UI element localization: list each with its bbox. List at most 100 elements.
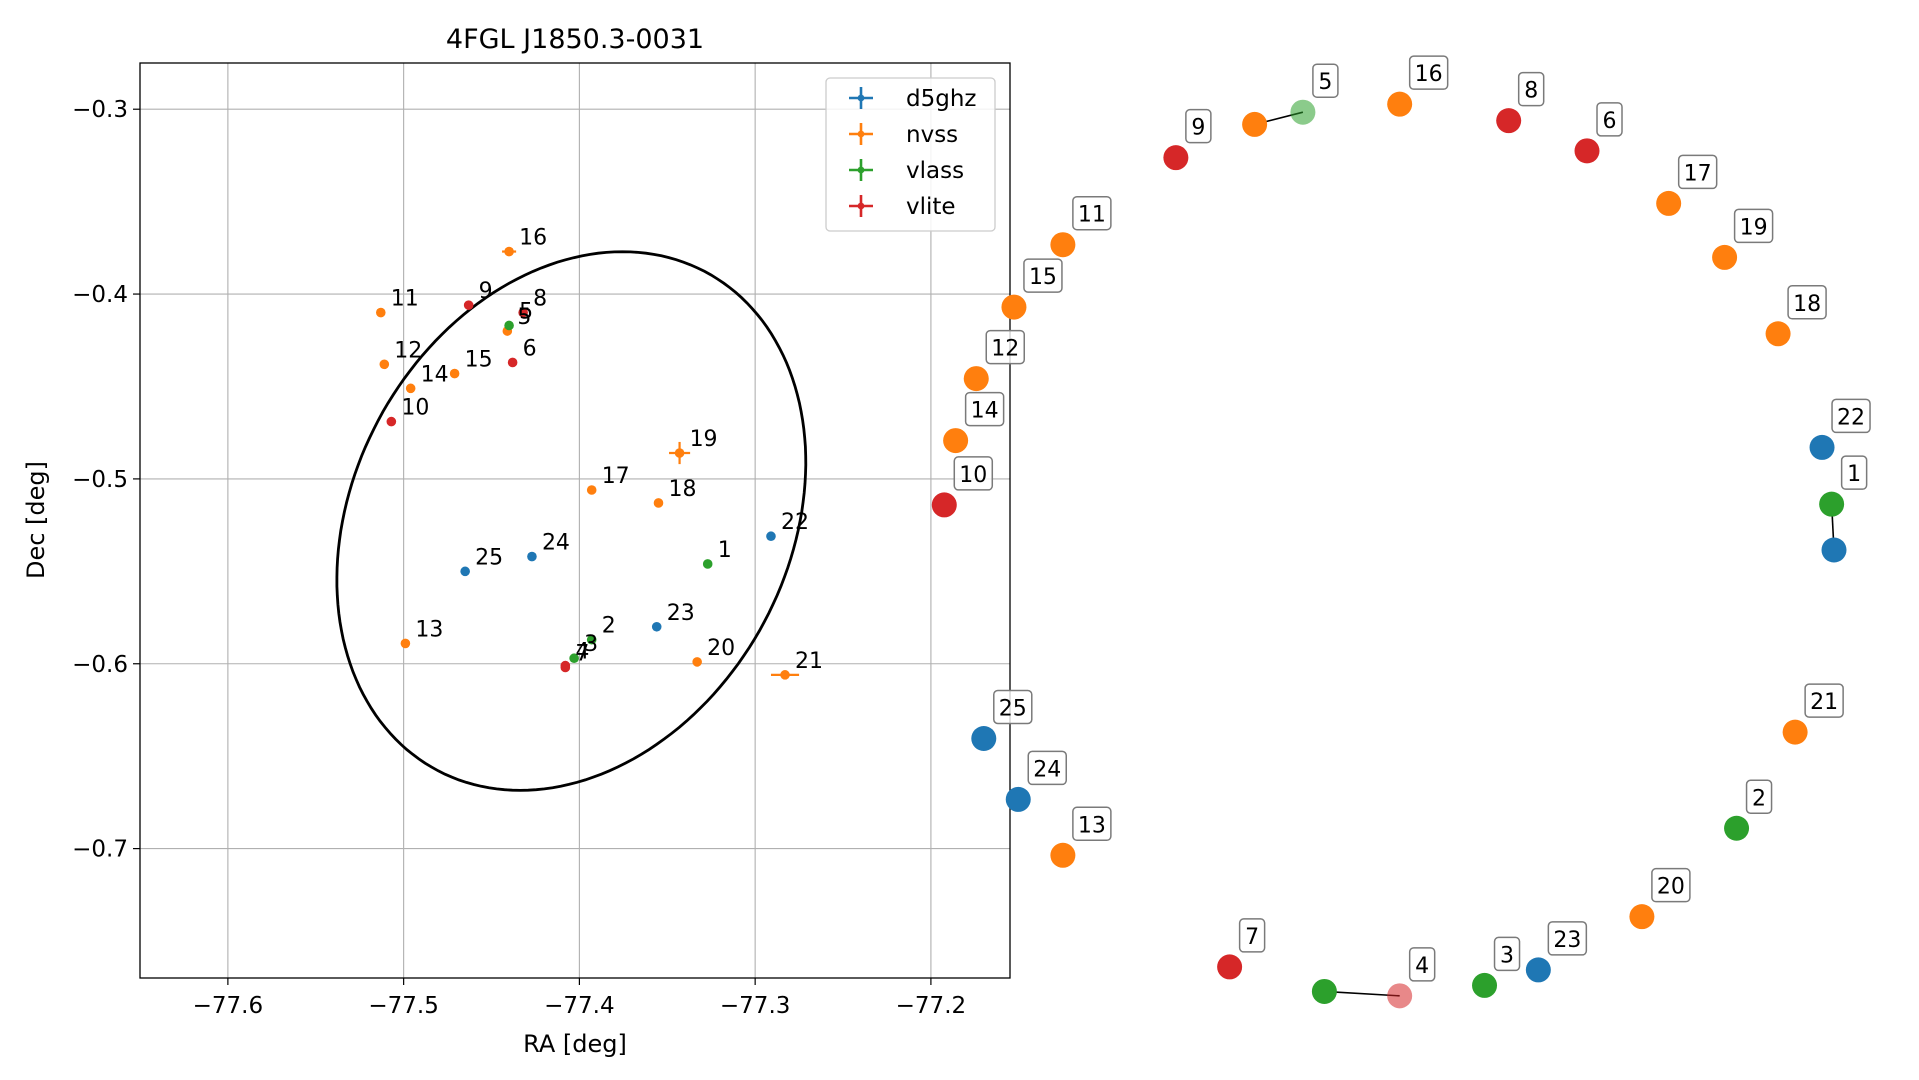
- node-label: 12: [991, 337, 1019, 362]
- legend-label-nvss: nvss: [906, 122, 958, 148]
- node-d5ghz: [971, 725, 997, 751]
- node-label-box: [1072, 806, 1112, 842]
- node-nvss: [1387, 91, 1413, 117]
- data-points-layer: [375, 246, 800, 680]
- node-label: 3: [1500, 943, 1514, 968]
- node-label-box: [1493, 936, 1521, 972]
- data-point-d5ghz: [766, 531, 776, 542]
- scatter-panel: 2223242551112131415161718192021123546789…: [22, 24, 1011, 1058]
- node-label-box: [1547, 921, 1588, 956]
- node-label-box: [1733, 208, 1774, 244]
- point-label: 2: [602, 614, 616, 639]
- node-label-box: [1787, 285, 1827, 320]
- node-label: 14: [971, 399, 999, 424]
- data-point-nvss: [692, 657, 702, 667]
- data-point-nvss: [504, 246, 514, 257]
- x-tick-label: −77.3: [720, 993, 790, 1019]
- data-point-vlite: [518, 307, 528, 318]
- node-label-box: [1651, 867, 1691, 903]
- node-label-box: [953, 456, 994, 491]
- node-vlite: [1163, 145, 1189, 171]
- node-label: 25: [999, 696, 1027, 721]
- point-label: 18: [668, 477, 696, 502]
- node-label: 24: [1033, 757, 1061, 782]
- data-point-d5ghz: [460, 566, 470, 577]
- point-label: 19: [690, 427, 718, 452]
- node-label: 22: [1837, 405, 1865, 430]
- point-label: 25: [475, 545, 503, 570]
- x-axis-label: RA [deg]: [523, 1030, 627, 1058]
- point-label: 6: [523, 336, 537, 361]
- point-label: 22: [781, 510, 809, 535]
- node-label-box: [1238, 918, 1266, 953]
- legend-label-vlass: vlass: [906, 158, 964, 184]
- point-label: 24: [542, 531, 570, 556]
- node-vlite: [931, 492, 957, 518]
- point-label: 16: [519, 226, 547, 251]
- node-label-box: [1745, 779, 1773, 815]
- node-label-box: [1072, 195, 1112, 231]
- node-nvss: [1001, 294, 1027, 320]
- node-label-box: [1185, 108, 1212, 144]
- node-nvss: [1765, 321, 1791, 347]
- node-nvss: [1629, 904, 1655, 930]
- y-tick-label: −0.3: [72, 97, 128, 123]
- legend-entries: d5ghz nvss vlass vlite: [849, 86, 976, 220]
- node-nvss: [943, 428, 969, 454]
- point-label: 13: [415, 617, 443, 642]
- data-point-nvss: [780, 670, 790, 680]
- legend: d5ghz nvss vlass vlite: [825, 77, 996, 232]
- node-label-box: [1517, 71, 1545, 107]
- node-nvss: [1050, 232, 1076, 258]
- legend-label-d5ghz: d5ghz: [906, 86, 976, 112]
- chart-title: 4FGL J1850.3-0031: [446, 24, 704, 55]
- data-point-vlite: [463, 300, 474, 310]
- x-tick-label: −77.6: [193, 993, 263, 1019]
- y-axis-label: Dec [deg]: [22, 461, 50, 579]
- legend-marker-dot: [857, 166, 865, 174]
- node-label-box: [1840, 455, 1868, 490]
- node-nvss: [1782, 719, 1808, 745]
- point-label: 5: [517, 305, 531, 330]
- point-label: 23: [667, 601, 695, 626]
- node-label: 11: [1078, 203, 1106, 228]
- point-label: 14: [421, 362, 449, 387]
- point-label: 8: [533, 287, 547, 312]
- point-label: 9: [479, 279, 493, 304]
- point-label: 12: [394, 338, 422, 363]
- circle-layout-panel: 1234567891011121314151617181920212223242…: [931, 55, 1871, 1009]
- node-label: 5: [1318, 70, 1332, 95]
- node-label: 8: [1524, 79, 1538, 104]
- data-point-nvss: [674, 448, 685, 458]
- point-label: 17: [602, 464, 630, 489]
- node-label-box: [1312, 63, 1339, 98]
- node-label: 10: [959, 463, 987, 488]
- point-label: 5: [519, 299, 533, 324]
- node-partner-d5ghz: [1821, 537, 1847, 563]
- node-label: 9: [1191, 116, 1205, 141]
- node-label: 6: [1603, 109, 1617, 134]
- node-nvss: [1712, 244, 1738, 270]
- point-label: 7: [575, 641, 589, 666]
- node-d5ghz: [1809, 434, 1835, 460]
- node-label-box: [1831, 398, 1871, 434]
- grid-lines: [140, 63, 1010, 978]
- node-label: 17: [1684, 161, 1712, 186]
- data-point-d5ghz: [527, 551, 537, 562]
- y-tick-label: −0.4: [72, 282, 128, 308]
- nodes-layer: [931, 91, 1847, 1009]
- confidence-ellipse: [335, 250, 808, 792]
- node-partner-vlass: [1311, 978, 1337, 1004]
- node-label: 23: [1553, 928, 1581, 953]
- node-label: 21: [1810, 690, 1838, 715]
- legend-label-vlite: vlite: [906, 194, 956, 220]
- node-nvss: [1656, 190, 1682, 216]
- node-label-box: [1596, 102, 1623, 137]
- y-tick-label: −0.7: [72, 837, 128, 863]
- node-d5ghz: [1005, 786, 1031, 812]
- node-vlass: [1290, 99, 1316, 125]
- node-partner-nvss: [1242, 111, 1268, 137]
- x-tick-label: −77.4: [544, 993, 614, 1019]
- data-point-nvss: [653, 498, 664, 508]
